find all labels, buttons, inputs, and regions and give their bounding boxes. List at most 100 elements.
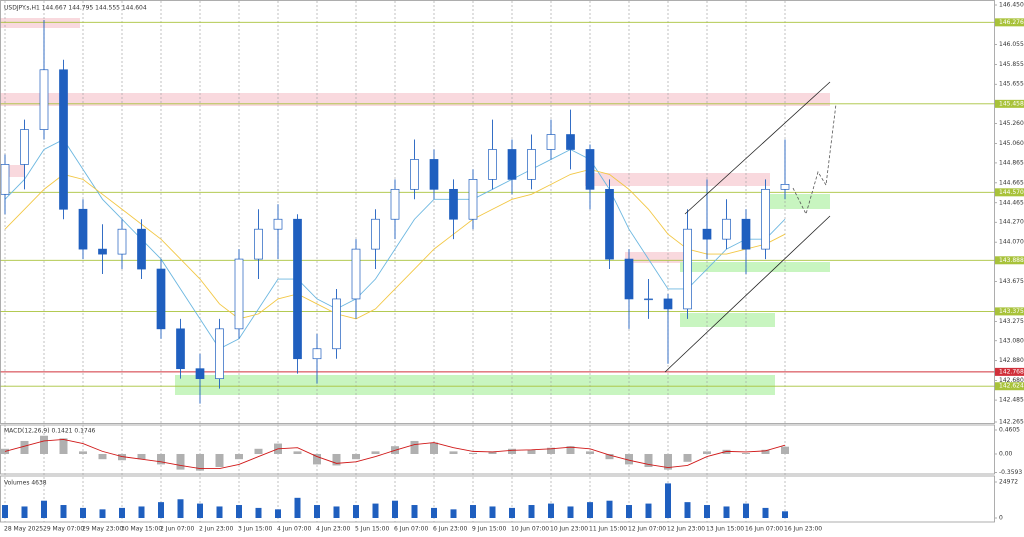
x-tick-label: 16 Jun 07:00: [745, 526, 783, 533]
x-tick-label: 29 May 07:00: [43, 526, 84, 533]
y-tick-label: 146.450: [999, 2, 1024, 9]
macd-bar: [430, 442, 438, 454]
candle-body: [234, 258, 244, 330]
demand-zone: [175, 375, 775, 395]
x-tick-label: 10 Jun 23:00: [550, 526, 588, 533]
macd-bar: [157, 453, 165, 465]
macd-bar: [20, 440, 29, 454]
candle-body: [137, 228, 146, 270]
candle-body: [488, 149, 497, 180]
candle-body: [117, 228, 127, 255]
candle-body: [761, 188, 770, 250]
candle-body: [390, 188, 400, 220]
macd-panel: [0, 424, 995, 475]
y-tick-label: 145.060: [999, 140, 1024, 147]
supply-zone: [5, 165, 25, 177]
volume-bar: [80, 507, 86, 518]
panel-title: MACD(12,26,9) 0.1421 0.1746: [4, 428, 96, 435]
y-tick-label: -0.3593: [999, 469, 1022, 476]
level-tag: [995, 188, 1024, 197]
volume-bar: [372, 503, 379, 518]
volume-bar: [665, 483, 671, 518]
volume-bar: [392, 500, 398, 518]
volume-bar: [60, 505, 67, 518]
macd-bar: [176, 453, 185, 470]
volume-bar: [489, 506, 496, 518]
candle-body: [312, 348, 322, 360]
candle-body: [293, 218, 302, 360]
x-tick-label: 2 Jun 23:00: [199, 526, 233, 533]
volume-bar: [158, 502, 164, 518]
macd-bar: [118, 453, 126, 461]
macd-bar: [40, 435, 48, 454]
macd-bar: [625, 453, 633, 465]
x-tick-label: 2 Jun 07:00: [160, 526, 194, 533]
candle-body: [410, 159, 419, 190]
x-tick-label: 6 Jun 23:00: [433, 526, 467, 533]
macd-bar: [410, 440, 419, 454]
level-tag: [995, 256, 1024, 265]
volume-bar: [762, 507, 769, 518]
x-tick-label: 12 Jun 07:00: [628, 526, 666, 533]
x-tick-label: 4 Jun 07:00: [277, 526, 311, 533]
panel-title: Volumes 4638: [4, 480, 47, 487]
level-tag: [995, 99, 1024, 108]
y-tick-label: 24972: [999, 479, 1018, 486]
level-label: 142.768: [999, 368, 1024, 375]
volume-bar: [782, 511, 788, 518]
y-tick-label: 0: [999, 515, 1003, 522]
candle-body: [351, 248, 361, 300]
volume-bar: [275, 509, 281, 518]
candle-body: [566, 134, 575, 150]
macd-bar: [761, 449, 770, 454]
y-tick-label: 146.055: [999, 41, 1024, 48]
y-tick-label: 142.485: [999, 397, 1024, 404]
candle-body: [429, 159, 439, 190]
x-tick-label: 29 May 23:00: [82, 526, 123, 533]
volume-bar: [470, 505, 476, 518]
x-tick-label: 28 May 2025: [4, 526, 43, 533]
price-panel: [0, 0, 995, 424]
macd-bar: [79, 451, 87, 454]
level-label: 145.458: [999, 100, 1024, 107]
candle-body: [780, 184, 790, 190]
candle-body: [507, 149, 517, 180]
macd-bar: [605, 453, 614, 460]
channel-line: [684, 81, 831, 215]
candle-body: [176, 328, 185, 370]
macd-bar: [196, 453, 204, 471]
candle-body: [663, 298, 673, 310]
y-tick-label: 142.265: [999, 419, 1024, 426]
macd-bar: [352, 453, 360, 460]
volume-bar: [645, 503, 652, 518]
candle-body: [702, 228, 712, 240]
macd-bar: [235, 453, 243, 460]
candle-body: [20, 129, 29, 165]
supply-zone: [625, 252, 690, 263]
zones: [0, 18, 830, 395]
candle-body: [98, 248, 107, 255]
y-tick-label: 145.655: [999, 81, 1024, 88]
candle-body: [468, 179, 478, 220]
level-tag: [995, 367, 1024, 376]
volume-bar: [684, 502, 691, 518]
macd-bar: [527, 449, 536, 454]
level-tag: [995, 18, 1024, 27]
candle-body: [156, 268, 166, 330]
volume-bar: [528, 505, 535, 518]
volume-bar: [431, 507, 437, 518]
volume-panel: [0, 475, 995, 523]
candle-body: [527, 149, 536, 180]
demand-zone: [680, 313, 775, 327]
chart-title: USDJPY.s,H1 144.667 144.795 144.555 144.…: [4, 5, 147, 12]
candle-body: [449, 188, 458, 220]
level-tag: [995, 382, 1024, 391]
volume-bar: [255, 507, 262, 518]
level-label: 144.570: [999, 189, 1024, 196]
volume-bar: [138, 506, 145, 518]
x-tick-label: 5 Jun 15:00: [355, 526, 389, 533]
volume-bar: [353, 505, 359, 518]
volume-bar: [236, 505, 242, 518]
y-tick-label: 145.260: [999, 120, 1024, 127]
